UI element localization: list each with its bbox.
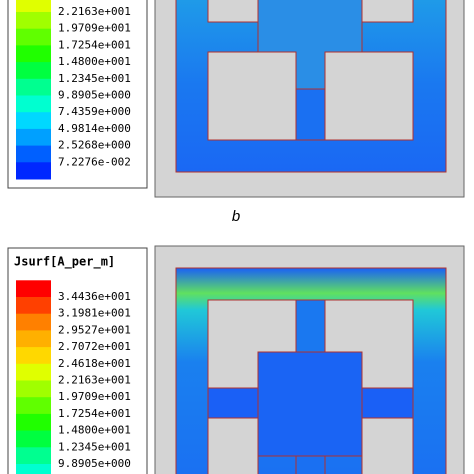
legend-label: 3.1981e+001: [58, 307, 131, 320]
legend-label: 3.4436e+001: [58, 290, 131, 303]
color-swatch: [16, 145, 51, 163]
legend-label: 1.2345e+001: [58, 72, 131, 85]
color-swatch: [16, 464, 51, 474]
color-swatch: [16, 62, 51, 80]
color-swatch: [16, 95, 51, 113]
legend-label: 1.2345e+001: [58, 440, 131, 453]
color-swatch: [16, 363, 51, 381]
caption: b: [232, 208, 240, 225]
legend-label: 1.9709e+001: [58, 22, 131, 35]
color-swatch: [16, 447, 51, 465]
color-swatch: [16, 28, 51, 46]
legend-label: 7.2276e-002: [58, 155, 131, 168]
color-swatch: [16, 297, 51, 315]
color-swatch: [16, 380, 51, 398]
color-swatch: [16, 413, 51, 432]
color-swatch: [16, 162, 51, 180]
color-swatch: [16, 45, 51, 63]
color-swatch: [16, 347, 51, 365]
color-swatch: [16, 397, 51, 415]
legend-label: 1.7254e+001: [58, 38, 131, 51]
color-swatch: [16, 430, 51, 448]
legend-label: 1.4800e+001: [58, 424, 131, 437]
color-swatch: [16, 313, 51, 331]
legend-label: 2.9527e+001: [58, 323, 131, 336]
legend-label: 7.4359e+000: [58, 105, 131, 118]
legend-label: 9.8905e+000: [58, 89, 131, 102]
legend-title: Jsurf[A_per_m]: [14, 255, 115, 270]
legend: 3.4436e+001 3.1981e+001 2.9527e+001 2.7072e…: [16, 280, 131, 474]
color-swatch: [16, 78, 51, 96]
color-swatch: [16, 12, 51, 30]
legend-label: 9.8905e+000: [58, 457, 131, 470]
legend-label: 2.4618e+001: [58, 357, 131, 370]
color-swatch: [16, 280, 51, 298]
legend-label: 1.7254e+001: [58, 407, 131, 420]
legend-label: 2.7072e+001: [58, 340, 131, 353]
legend-label: 4.9814e+000: [58, 122, 131, 135]
legend-label: 2.5268e+000: [58, 139, 131, 152]
color-swatch: [16, 112, 51, 130]
legend: 2.2163e+001 1.9709e+001 1.7254e+001 1.4800e…: [16, 0, 131, 180]
color-swatch: [16, 330, 51, 348]
legend-label: 2.2163e+001: [58, 374, 131, 387]
legend-label: 2.2163e+001: [58, 5, 131, 18]
legend-label: 1.4800e+001: [58, 55, 131, 68]
field-plot: [154, 245, 465, 474]
color-swatch: [16, 128, 51, 147]
color-swatch: [16, 0, 51, 13]
legend-label: 1.9709e+001: [58, 390, 131, 403]
field-plot: [154, 0, 465, 198]
